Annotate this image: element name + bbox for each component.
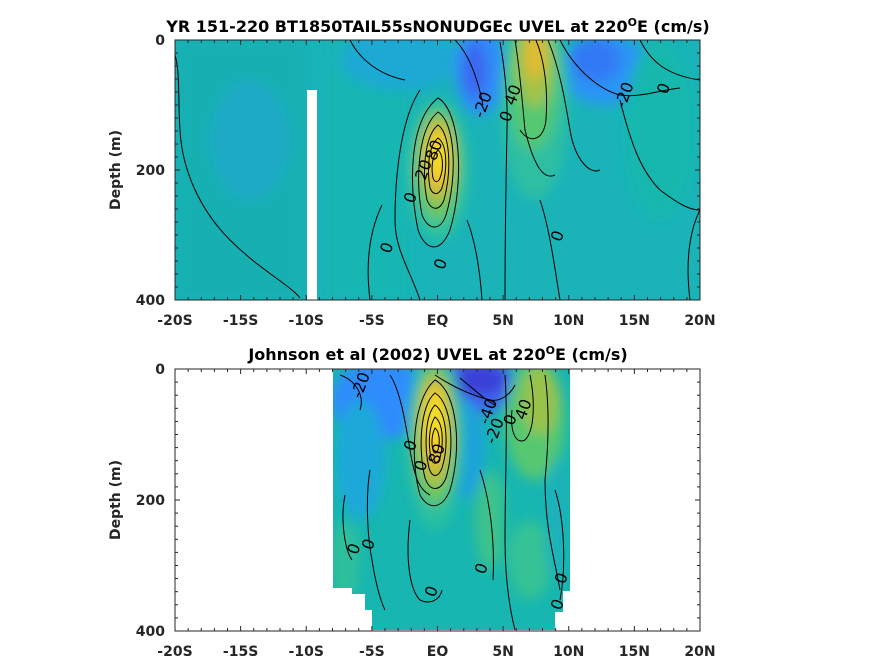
y-axis-label-bottom: Depth (m) <box>108 460 124 540</box>
y-tick-label: 400 <box>136 293 165 309</box>
x-tick-label: -5S <box>359 313 385 329</box>
x-tick-label: -5S <box>359 644 385 656</box>
x-tick-label: 15N <box>619 644 650 656</box>
x-tick-label: 10N <box>553 313 584 329</box>
y-tick-label: 0 <box>155 33 165 49</box>
chart-title-top: YR 151-220 BT1850TAIL55sNONUDGEc UVEL at… <box>165 16 709 36</box>
x-tick-label: -20S <box>157 313 192 329</box>
y-tick-label: 400 <box>136 624 165 640</box>
y-tick-label: 200 <box>136 493 165 509</box>
y-tick-labels-top: 0 200 400 <box>136 33 165 309</box>
panel-top: YR 151-220 BT1850TAIL55sNONUDGEc UVEL at… <box>108 16 716 329</box>
contour-lines-top <box>175 40 700 300</box>
x-tick-label: -10S <box>289 644 324 656</box>
axis-ticks-top <box>174 39 701 301</box>
x-tick-labels-top: -20S -15S -10S -5S EQ 5N 10N 15N 20N <box>157 313 715 329</box>
contour-lines-bottom <box>339 374 565 630</box>
x-tick-label: EQ <box>427 644 449 656</box>
panel-bottom: Johnson et al (2002) UVEL at 220OE (cm/s… <box>108 344 716 656</box>
chart-title-bottom: Johnson et al (2002) UVEL at 220OE (cm/s… <box>247 344 627 364</box>
y-axis-label-top: Depth (m) <box>108 130 124 210</box>
x-tick-label: EQ <box>427 313 449 329</box>
x-tick-label: -10S <box>289 313 324 329</box>
x-tick-label: 15N <box>619 313 650 329</box>
contour-fill-bottom <box>333 369 570 630</box>
contour-fill-top <box>175 40 700 300</box>
missing-data-gap <box>307 90 317 305</box>
y-tick-labels-bottom: 0 200 400 <box>136 362 165 640</box>
x-tick-label: 20N <box>684 313 715 329</box>
x-tick-label: 5N <box>492 313 513 329</box>
x-tick-label: -20S <box>157 644 192 656</box>
y-tick-label: 0 <box>155 362 165 378</box>
x-tick-labels-bottom: -20S -15S -10S -5S EQ 5N 10N 15N 20N <box>157 644 715 656</box>
x-tick-label: 20N <box>684 644 715 656</box>
x-tick-label: -15S <box>223 644 258 656</box>
x-tick-label: 10N <box>553 644 584 656</box>
x-tick-label: 5N <box>492 644 513 656</box>
y-tick-label: 200 <box>136 163 165 179</box>
axis-ticks-bottom <box>174 368 701 632</box>
x-tick-label: -15S <box>223 313 258 329</box>
